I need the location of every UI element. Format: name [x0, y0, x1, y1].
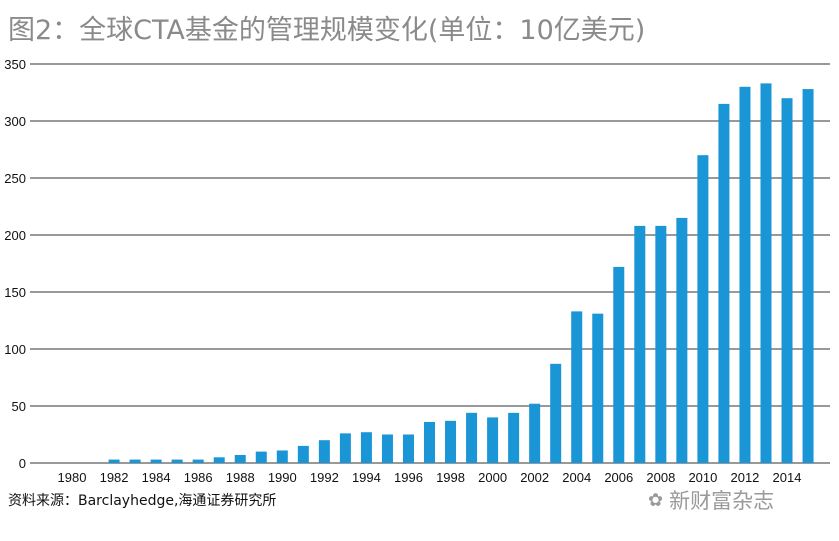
y-tick-label: 150: [4, 285, 26, 300]
bar-1992: [318, 440, 330, 463]
bar-2014: [781, 98, 793, 463]
bar-2001: [508, 412, 520, 463]
bar-2012: [739, 86, 751, 464]
x-tick-label: 1980: [58, 470, 87, 485]
bar-1986: [192, 459, 204, 463]
x-tick-label: 1990: [268, 470, 297, 485]
bar-2002: [529, 403, 541, 463]
chart-title: 图2：全球CTA基金的管理规模变化(单位：10亿美元): [8, 15, 646, 46]
bar-2007: [634, 225, 646, 463]
bar-1994: [360, 432, 372, 463]
bar-2000: [487, 417, 499, 463]
x-tick-label: 1998: [436, 470, 465, 485]
bar-1993: [339, 433, 351, 463]
x-tick-label: 1994: [352, 470, 381, 485]
x-tick-label: 2014: [773, 470, 802, 485]
bar-1985: [171, 459, 183, 463]
bar-1983: [129, 459, 141, 463]
watermark: ✿ 新财富杂志: [648, 485, 774, 515]
bar-2011: [718, 103, 730, 464]
y-tick-label: 350: [4, 57, 26, 72]
bar-1991: [297, 445, 309, 463]
bar-2010: [697, 155, 709, 463]
y-tick-label: 250: [4, 171, 26, 186]
wechat-icon: ✿: [648, 489, 664, 511]
bar-1984: [150, 459, 162, 463]
x-tick-label: 2010: [688, 470, 717, 485]
x-tick-label: 2006: [604, 470, 633, 485]
x-tick-label: 1982: [100, 470, 129, 485]
bar-2015: [802, 89, 814, 463]
y-tick-label: 100: [4, 342, 26, 357]
y-tick-label: 200: [4, 228, 26, 243]
bar-2008: [655, 225, 667, 463]
bar-2013: [760, 83, 772, 463]
bar-2005: [592, 313, 604, 463]
bar-1999: [466, 412, 478, 463]
y-tick-label: 50: [12, 399, 26, 414]
bar-1988: [234, 455, 246, 463]
x-tick-label: 1992: [310, 470, 339, 485]
source-note: 资料来源：Barclayhedge,海通证券研究所: [8, 493, 277, 509]
x-tick-label: 2002: [520, 470, 549, 485]
x-tick-label: 2008: [646, 470, 675, 485]
bar-1982: [108, 459, 120, 463]
bar-1996: [402, 434, 414, 463]
x-tick-label: 2012: [730, 470, 759, 485]
bar-2006: [613, 266, 625, 463]
bar-1995: [381, 434, 393, 463]
x-tick-label: 1996: [394, 470, 423, 485]
bar-2004: [571, 311, 583, 463]
bar-1989: [255, 451, 267, 463]
x-tick-label: 1984: [142, 470, 171, 485]
bar-2009: [676, 217, 688, 463]
bar-1990: [276, 450, 288, 463]
bar-1987: [213, 457, 225, 463]
y-tick-label: 300: [4, 114, 26, 129]
x-tick-label: 1988: [226, 470, 255, 485]
watermark-text: 新财富杂志: [669, 489, 775, 513]
bar-1997: [424, 421, 436, 463]
x-tick-label: 1986: [184, 470, 213, 485]
x-tick-label: 2004: [562, 470, 591, 485]
bar-1998: [445, 420, 457, 463]
y-tick-label: 0: [19, 456, 26, 471]
x-tick-label: 2000: [478, 470, 507, 485]
bar-2003: [550, 363, 562, 463]
